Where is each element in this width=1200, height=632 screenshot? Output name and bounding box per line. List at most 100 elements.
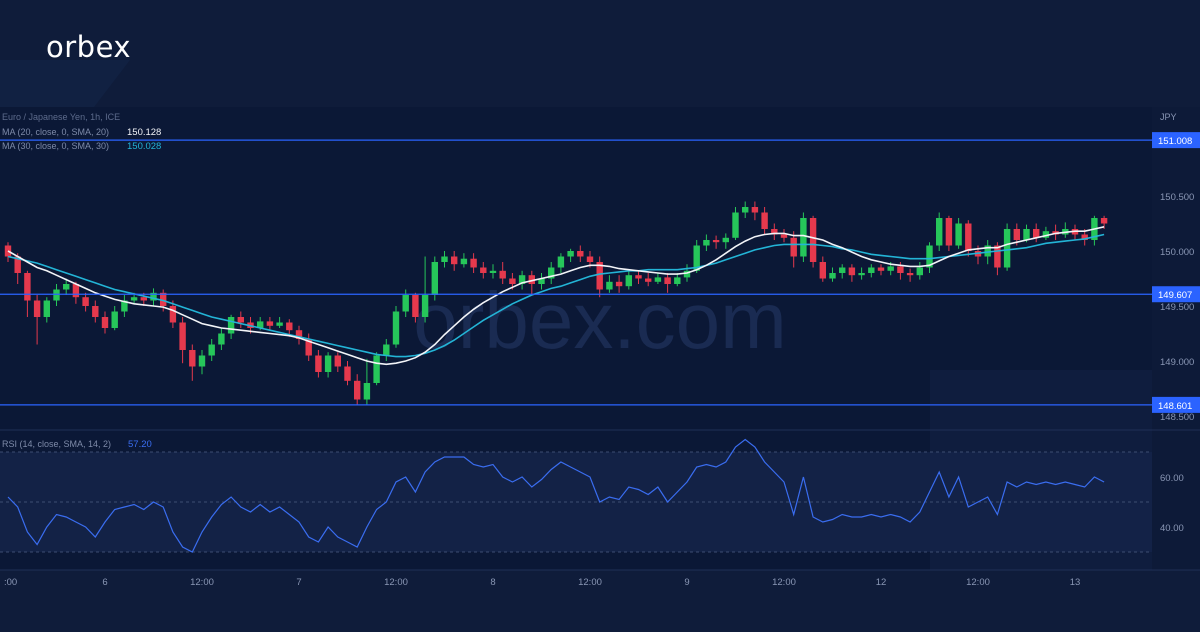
candle-body bbox=[315, 355, 322, 372]
candle-body bbox=[43, 300, 50, 317]
level-tag bbox=[1152, 286, 1200, 303]
candle-body bbox=[237, 317, 244, 323]
candle bbox=[499, 262, 506, 284]
time-tick-label: 13 bbox=[1070, 577, 1081, 588]
candle-body bbox=[276, 322, 283, 326]
candle-body bbox=[1003, 229, 1011, 268]
candle-body bbox=[712, 240, 720, 243]
sma20-line bbox=[7, 226, 1105, 366]
time-tick-label: 12:00 bbox=[384, 577, 408, 588]
candle-body bbox=[121, 300, 128, 312]
candle bbox=[790, 231, 797, 268]
candle bbox=[771, 223, 778, 240]
candle-body bbox=[111, 311, 118, 328]
ma20-legend-value: 150.128 bbox=[127, 127, 161, 138]
candle bbox=[218, 328, 225, 350]
candle-body bbox=[518, 275, 526, 284]
candle-body bbox=[1033, 229, 1040, 238]
levels-layer: 151.008 149.607 148.601 bbox=[0, 132, 1200, 413]
candles-layer bbox=[4, 201, 1108, 405]
candle bbox=[654, 273, 662, 284]
candle bbox=[334, 352, 341, 372]
rsi-tick-label: 60.00 bbox=[1160, 473, 1184, 484]
candle-body bbox=[354, 380, 361, 400]
candle-body bbox=[451, 256, 458, 265]
candle bbox=[596, 256, 603, 298]
candle bbox=[945, 215, 953, 251]
candle-body bbox=[198, 355, 206, 367]
candle-body bbox=[742, 207, 749, 213]
candle-body bbox=[140, 297, 147, 301]
candle-body bbox=[130, 297, 138, 301]
candle-body bbox=[538, 278, 545, 284]
candle bbox=[392, 306, 400, 348]
candle-body bbox=[683, 270, 691, 278]
candle bbox=[722, 233, 729, 249]
candle-body bbox=[169, 306, 177, 323]
candle bbox=[140, 292, 147, 306]
candle bbox=[101, 311, 109, 334]
candle bbox=[906, 268, 914, 282]
level-tag-label: 149.607 bbox=[1158, 290, 1192, 301]
level-tag bbox=[1152, 396, 1200, 413]
candle-body bbox=[868, 267, 875, 273]
candle-body bbox=[4, 245, 12, 257]
candle bbox=[266, 317, 274, 331]
candle-body bbox=[994, 245, 1001, 268]
candle-body bbox=[780, 234, 788, 238]
decorative-panel bbox=[930, 370, 1152, 570]
candle bbox=[324, 352, 332, 378]
candle-body bbox=[625, 275, 632, 287]
candle-body bbox=[179, 322, 186, 350]
candle-body bbox=[189, 350, 196, 367]
candle-body bbox=[257, 321, 264, 328]
level-tag-label: 151.008 bbox=[1158, 136, 1192, 147]
candle bbox=[606, 275, 613, 293]
candle bbox=[72, 281, 80, 304]
candle-body bbox=[33, 300, 41, 317]
candle bbox=[674, 273, 681, 287]
candle bbox=[926, 242, 933, 273]
candle bbox=[63, 278, 70, 295]
candle bbox=[858, 267, 865, 280]
candle bbox=[431, 256, 438, 301]
ma20-legend-label: MA (20, close, 0, SMA, 20) bbox=[2, 127, 109, 137]
moving-averages-layer bbox=[7, 226, 1105, 366]
level-tag bbox=[1152, 132, 1200, 149]
rsi-layer: 60.00 40.00 bbox=[0, 438, 1184, 553]
candle-body bbox=[363, 383, 371, 400]
candle-body bbox=[373, 355, 380, 383]
ma30-legend-value: 150.028 bbox=[127, 141, 161, 152]
candle-body bbox=[344, 366, 351, 381]
candle-body bbox=[557, 256, 565, 268]
candle bbox=[548, 262, 555, 284]
candle-body bbox=[150, 292, 157, 301]
candle-body bbox=[858, 273, 865, 276]
candle-body bbox=[160, 292, 167, 306]
candle-body bbox=[101, 317, 109, 328]
candle bbox=[809, 215, 817, 268]
candle-body bbox=[324, 355, 332, 372]
candle bbox=[169, 300, 177, 328]
candle-body bbox=[887, 266, 894, 271]
candle-body bbox=[848, 267, 856, 276]
candle-body bbox=[489, 270, 497, 273]
candle-body bbox=[771, 229, 778, 235]
candle-body bbox=[722, 237, 729, 243]
candle bbox=[4, 242, 12, 262]
time-tick-label: 12:00 bbox=[578, 577, 602, 588]
candle-body bbox=[751, 207, 759, 213]
candle bbox=[577, 245, 584, 262]
candle-body bbox=[431, 262, 438, 295]
candle-body bbox=[596, 262, 603, 290]
price-axis-background bbox=[1152, 107, 1200, 570]
candle-body bbox=[606, 281, 613, 290]
candle bbox=[295, 325, 303, 345]
candle-body bbox=[1081, 234, 1088, 240]
candle-body bbox=[208, 344, 215, 356]
candle bbox=[518, 270, 526, 290]
candle bbox=[955, 218, 962, 249]
candle-body bbox=[63, 284, 70, 290]
